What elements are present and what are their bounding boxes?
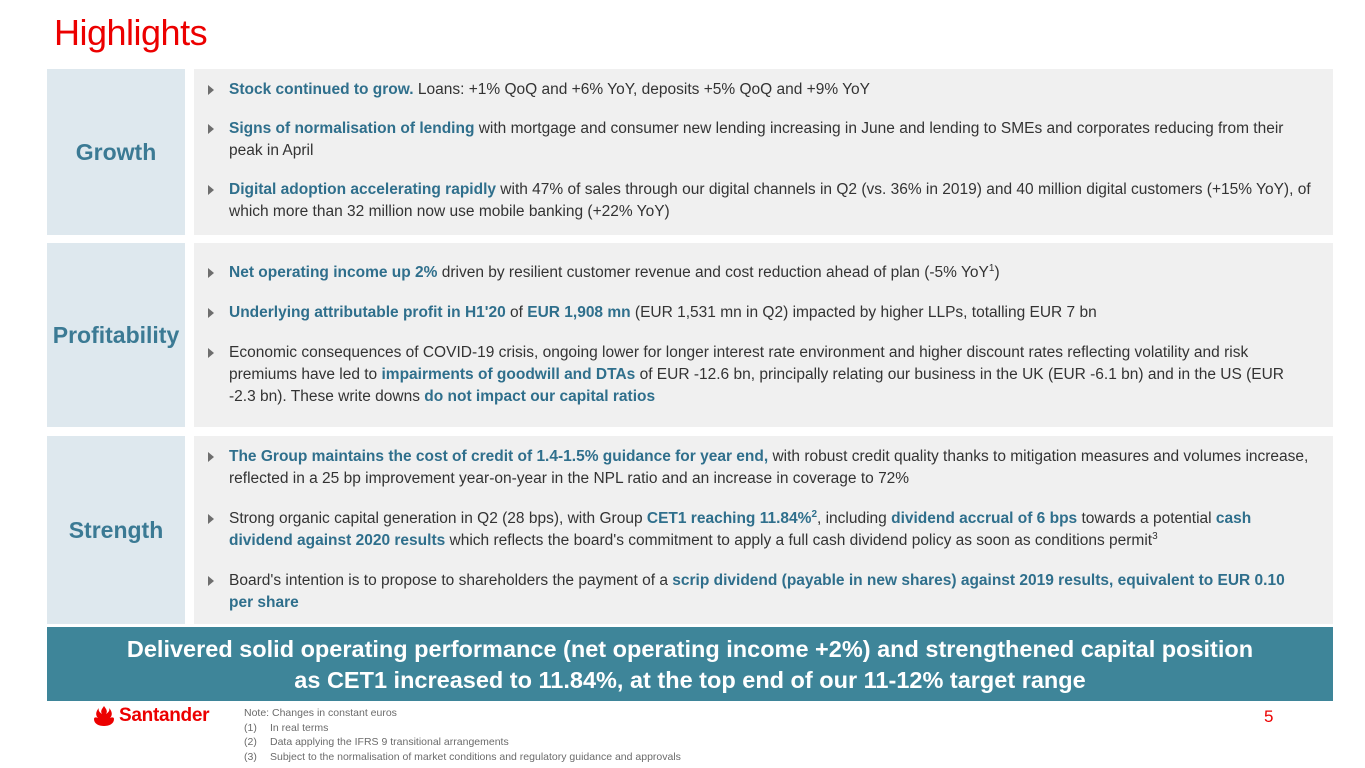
bullet-arrow-icon: [208, 308, 214, 318]
bullet-text: of: [505, 304, 528, 321]
footnote-number: (2): [244, 736, 257, 748]
bullet-arrow-icon: [208, 348, 214, 358]
footnote-number: (3): [244, 750, 257, 763]
section-growth: Growth Stock continued to grow. Loans: +…: [47, 69, 1333, 235]
note-header: Note: Changes in constant euros: [244, 707, 397, 719]
bullet-text: with mortgage and consumer new lending i…: [229, 120, 1284, 159]
bullet-item: Net operating income up 2% driven by res…: [202, 262, 1313, 284]
footnote-text: Data applying the IFRS 9 transitional ar…: [270, 736, 509, 748]
bullet-item: Underlying attributable profit in H1'20 …: [202, 302, 1313, 324]
page-title: Highlights: [54, 12, 208, 53]
page-number: 5: [1264, 707, 1274, 726]
highlight-text: Signs of normalisation of lending: [229, 120, 475, 137]
bullet-arrow-icon: [208, 514, 214, 524]
bullet-item: Strong organic capital generation in Q2 …: [202, 508, 1313, 552]
section-label-growth: Growth: [75, 138, 157, 165]
bullet-text: towards a potential: [1077, 510, 1216, 527]
banner-line-1: Delivered solid operating performance (n…: [126, 636, 1254, 662]
bullet-text: which reflects the board's commitment to…: [445, 532, 1153, 549]
section-label-box: Growth: [47, 69, 185, 235]
bullet-arrow-icon: [208, 124, 214, 134]
bullet-text: of EUR -12.6 bn, principally relating ou…: [229, 366, 1284, 405]
section-strength: Strength The Group maintains the cost of…: [47, 436, 1333, 624]
bullet-text: driven by resilient customer revenue and…: [437, 264, 989, 281]
highlight-text: Digital adoption accelerating rapidly: [229, 181, 496, 198]
bullet-arrow-icon: [208, 452, 214, 462]
footnote-number: (1): [244, 721, 257, 734]
banner-line-2: as CET1 increased to 11.84%, at the top …: [294, 667, 1086, 693]
footnote-ref: 2: [811, 508, 817, 520]
footnote-item: (1) In real terms: [244, 721, 681, 736]
highlight-text: cash dividend against 2020 results: [229, 510, 1252, 549]
bullet-item: Signs of normalisation of lending with m…: [202, 118, 1313, 162]
footnote-item: (3) Subject to the normalisation of marke…: [244, 750, 681, 765]
bullet-text: Strong organic capital generation in Q2 …: [229, 510, 647, 527]
highlight-text: CET1 reaching 11.84%: [646, 510, 812, 527]
section-content: The Group maintains the cost of credit o…: [194, 436, 1333, 624]
bullet-text: Board's intention is to propose to share…: [229, 572, 673, 589]
section-label-box: Profitability: [47, 243, 185, 427]
section-label-strength: Strength: [68, 516, 164, 543]
summary-banner: Delivered solid operating performance (n…: [47, 627, 1333, 701]
footnote-item: (2) Data applying the IFRS 9 transitional…: [244, 735, 681, 750]
bullet-arrow-icon: [208, 85, 214, 95]
bullet-text: , including: [817, 510, 892, 527]
highlight-text: dividend accrual of 6 bps: [891, 510, 1078, 527]
bullet-item: Board's intention is to propose to share…: [202, 570, 1313, 614]
santander-flame-icon: [94, 706, 114, 726]
logo-text: Santander: [119, 705, 210, 726]
bullet-item: Stock continued to grow. Loans: +1% QoQ …: [202, 79, 1313, 101]
bullet-text: with robust credit quality thanks to mit…: [229, 448, 1309, 487]
section-content: Stock continued to grow. Loans: +1% QoQ …: [194, 69, 1333, 235]
highlight-text: do not impact our capital ratios: [424, 388, 656, 405]
bullet-text: with 47% of sales through our digital ch…: [229, 181, 1311, 220]
section-profitability: Profitability Net operating income up 2%…: [47, 243, 1333, 427]
footnote-ref: 1: [988, 262, 995, 274]
section-label-box: Strength: [47, 436, 185, 624]
footnote-text: In real terms: [270, 721, 329, 734]
bullet-item: Economic consequences of COVID-19 crisis…: [202, 342, 1313, 408]
section-label-profitability: Profitability: [52, 321, 180, 348]
highlight-text: The Group maintains the cost of credit o…: [229, 448, 769, 465]
footnote-ref: 3: [1152, 530, 1158, 542]
footnotes: Note: Changes in constant euros (1) In re…: [244, 706, 681, 764]
highlight-text: scrip dividend (payable in new shares) a…: [229, 572, 1285, 611]
highlight-text: impairments of goodwill and DTAs: [381, 366, 636, 383]
bullet-text: Loans: +1% QoQ and +6% YoY, deposits +5%…: [413, 81, 871, 98]
bullet-item: Digital adoption accelerating rapidly wi…: [202, 179, 1313, 223]
highlight-text: Net operating income up 2%: [229, 264, 438, 281]
highlight-text: Underlying attributable profit in H1'20: [229, 304, 506, 321]
bullet-text: (EUR 1,531 mn in Q2) impacted by higher …: [630, 304, 1097, 321]
bullet-arrow-icon: [208, 185, 214, 195]
santander-logo: Santander: [93, 705, 210, 727]
highlight-text: Stock continued to grow.: [229, 81, 414, 98]
highlight-text: EUR 1,908 mn: [527, 304, 631, 321]
bullet-text: Economic consequences of COVID-19 crisis…: [229, 344, 1249, 383]
bullet-item: The Group maintains the cost of credit o…: [202, 446, 1313, 490]
bullet-arrow-icon: [208, 268, 214, 278]
section-content: Net operating income up 2% driven by res…: [194, 243, 1333, 427]
bullet-arrow-icon: [208, 576, 214, 586]
bullet-text: ): [994, 264, 1000, 281]
footnote-text: Subject to the normalisation of market c…: [270, 750, 681, 763]
